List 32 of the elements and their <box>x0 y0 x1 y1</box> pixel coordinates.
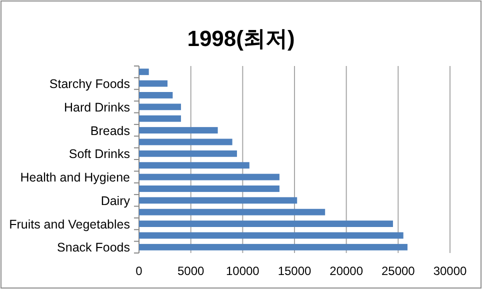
bar <box>139 232 404 239</box>
y-tick-label: Dairy <box>100 194 131 208</box>
y-tick-label: Fruits and Vegetables <box>9 217 130 232</box>
bar <box>139 127 218 134</box>
bar <box>139 174 280 180</box>
bar <box>139 197 298 204</box>
bar <box>139 150 237 157</box>
chart-title: 1998(최저) <box>187 26 295 51</box>
y-tick-label: Health and Hygiene <box>20 170 130 185</box>
y-tick-label: Soft Drinks <box>68 147 130 162</box>
bar <box>139 115 181 122</box>
x-tick-label: 15000 <box>278 264 312 278</box>
bar <box>139 138 232 146</box>
bar <box>139 80 168 87</box>
bar <box>139 68 149 76</box>
y-tick-label: Starchy Foods <box>49 77 130 92</box>
x-tick-label: 25000 <box>381 264 416 278</box>
bar <box>139 220 393 227</box>
x-tick-label: 10000 <box>226 264 260 278</box>
bar <box>139 186 280 192</box>
bar <box>139 162 250 169</box>
bar <box>139 104 181 110</box>
bar <box>139 208 326 216</box>
y-tick-label: Hard Drinks <box>64 100 130 114</box>
x-tick-label: 5000 <box>177 264 205 278</box>
bar <box>139 244 408 250</box>
bar <box>139 92 173 98</box>
x-tick-label: 30000 <box>433 264 468 278</box>
x-tick-label: 0 <box>136 264 143 278</box>
y-tick-label: Snack Foods <box>57 240 130 255</box>
x-tick-label: 20000 <box>330 264 364 278</box>
y-tick-label: Breads <box>90 124 130 138</box>
